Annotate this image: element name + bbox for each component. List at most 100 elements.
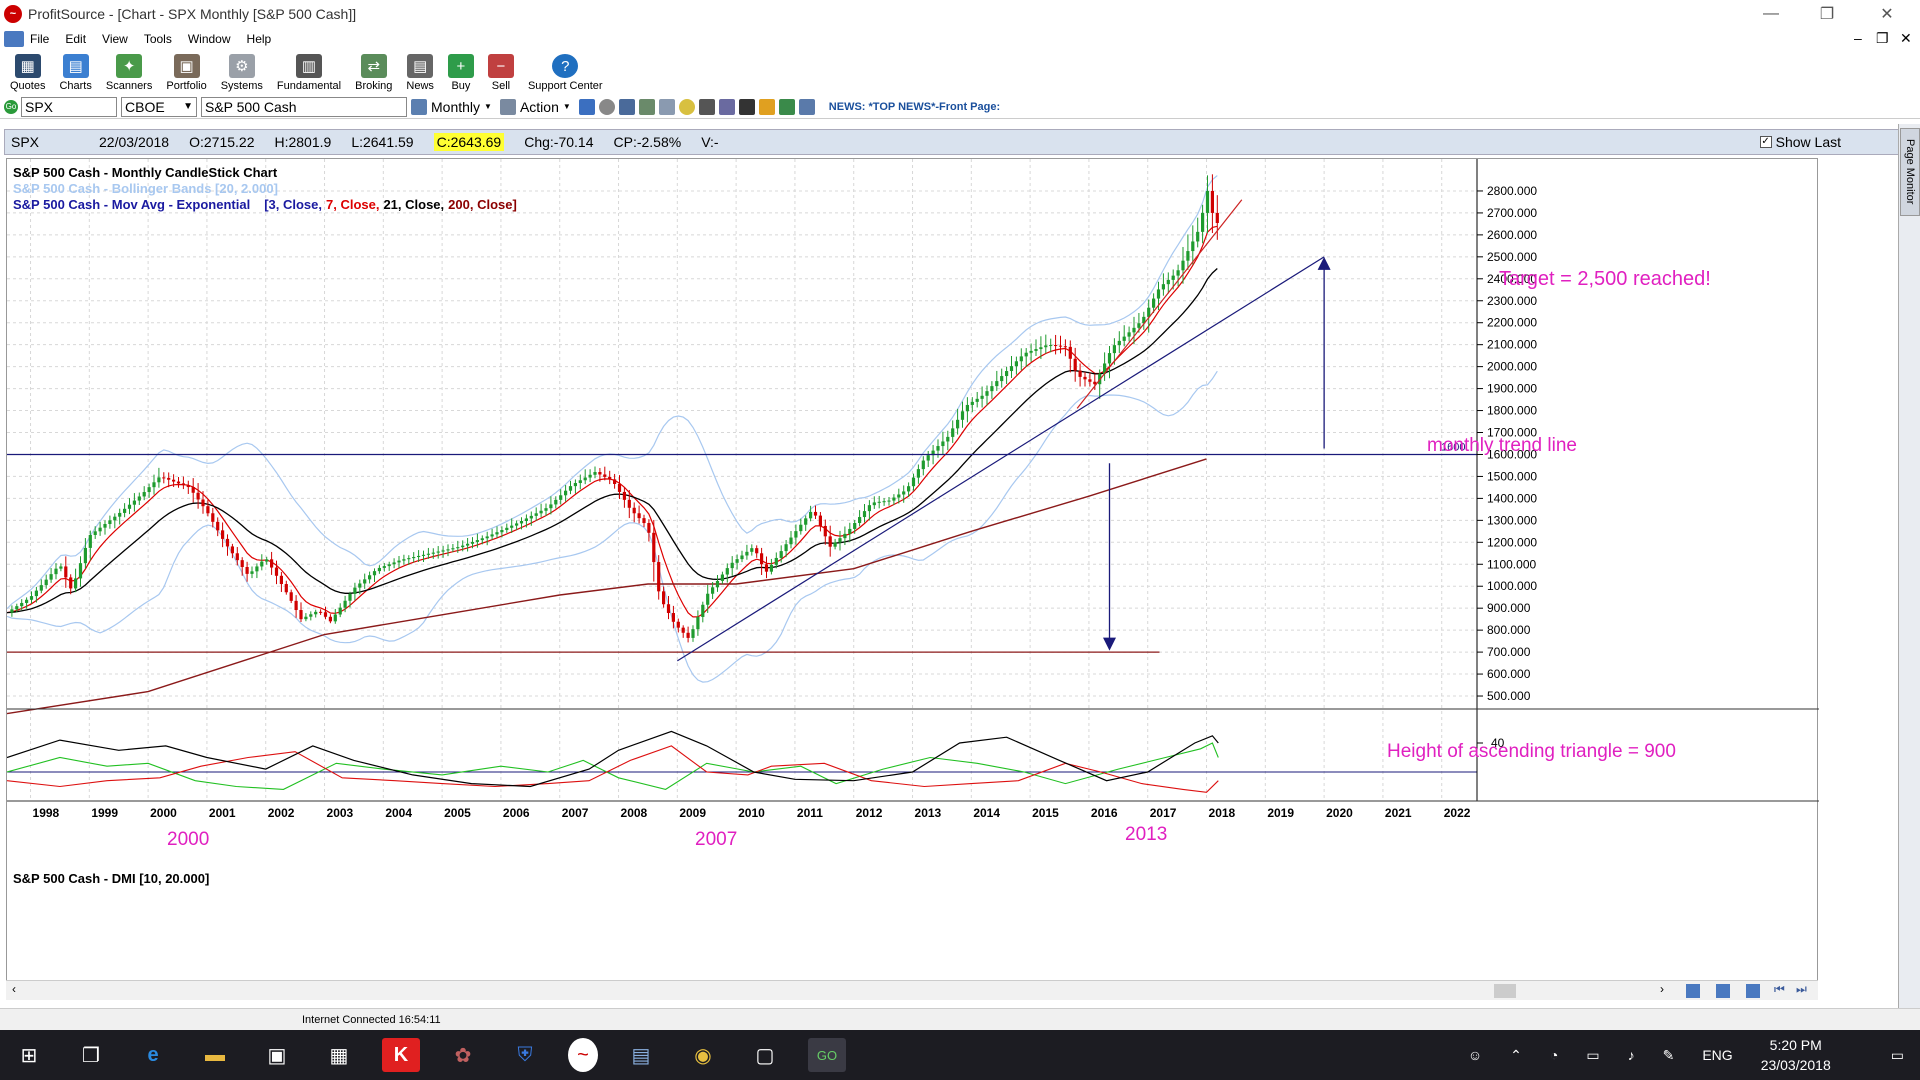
news-ticker[interactable]: NEWS: *TOP NEWS*-Front Page:: [828, 100, 1001, 113]
charts-button[interactable]: ▤ Charts: [59, 54, 92, 94]
store-icon[interactable]: ▣: [267, 1044, 287, 1067]
support-center-button[interactable]: ? Support Center: [528, 54, 603, 94]
price-panel: 1600: [6, 174, 1477, 715]
sell-button[interactable]: − Sell: [487, 54, 514, 94]
buy-button[interactable]: + Buy: [447, 54, 474, 94]
candlestick-chart[interactable]: 40 1600 500.000 600.000 700.000 800.000 900.…: [6, 159, 1819, 981]
candle-body: [426, 553, 430, 555]
y-tick-label: 1900.000: [1487, 382, 1537, 396]
systems-button[interactable]: ⚙ Systems: [221, 54, 263, 94]
shield-icon[interactable]: ⛨: [517, 1043, 533, 1066]
news-button[interactable]: ▤ News: [406, 54, 434, 94]
go-app-icon[interactable]: GO: [808, 1038, 846, 1072]
menu-help[interactable]: Help: [246, 32, 272, 46]
go-icon[interactable]: Go: [4, 99, 18, 114]
menu-view[interactable]: View: [102, 32, 128, 46]
zoom-in-icon[interactable]: [1686, 984, 1700, 998]
template-icon[interactable]: [658, 98, 675, 115]
draw-icon[interactable]: [638, 98, 655, 115]
battery-icon[interactable]: ▭: [1586, 1046, 1600, 1063]
chart-type-icon[interactable]: [718, 98, 735, 115]
first-page-icon[interactable]: ⏮: [1774, 982, 1785, 996]
fit-icon[interactable]: [1746, 984, 1760, 998]
task-view-icon[interactable]: ❐: [82, 1044, 100, 1067]
action-menu[interactable]: Action ▼: [499, 98, 571, 115]
scroll-thumb[interactable]: [1494, 984, 1516, 998]
volume-icon[interactable]: ♪: [1627, 1047, 1635, 1063]
mdi-restore-icon[interactable]: ❐: [1876, 30, 1889, 46]
mdi-minimize-icon[interactable]: –: [1854, 30, 1862, 46]
scanners-button[interactable]: ✦ Scanners: [106, 54, 152, 94]
edge-browser-icon[interactable]: e: [147, 1043, 159, 1066]
x-tick-label: 1998: [33, 806, 60, 820]
scroll-right-icon[interactable]: ›: [1660, 982, 1664, 996]
profitsource-icon[interactable]: ~: [568, 1038, 598, 1072]
scroll-left-icon[interactable]: ‹: [12, 982, 16, 996]
star-icon[interactable]: [758, 98, 775, 115]
candle-body: [921, 460, 925, 470]
mdi-close-icon[interactable]: ✕: [1900, 30, 1912, 46]
pen-icon[interactable]: ✎: [1662, 1046, 1675, 1063]
start-icon[interactable]: ⊞: [20, 1044, 38, 1067]
calculator-icon[interactable]: ▦: [329, 1044, 349, 1067]
menu-bar: File Edit View Tools Window Help – ❐ ✕: [0, 28, 1920, 50]
candle-body: [181, 483, 185, 486]
notifications-icon[interactable]: ▭: [1890, 1046, 1904, 1063]
close-icon[interactable]: ✕: [1880, 6, 1894, 23]
exchange-select[interactable]: CBOE ▼: [121, 96, 197, 117]
language-indicator[interactable]: ENG: [1702, 1047, 1733, 1063]
zoom-out-icon[interactable]: [1716, 984, 1730, 998]
settings-icon[interactable]: [598, 98, 615, 115]
people-icon[interactable]: ☺: [1467, 1047, 1483, 1063]
candle-body: [382, 566, 386, 568]
candle-body: [10, 609, 14, 613]
symbol-input[interactable]: SPX: [21, 96, 117, 117]
print-icon[interactable]: [618, 98, 635, 115]
minimize-icon[interactable]: —: [1763, 5, 1779, 22]
menu-tools[interactable]: Tools: [143, 32, 172, 46]
candle-body: [1005, 371, 1009, 377]
camera-icon[interactable]: ▢: [755, 1044, 775, 1067]
restore-icon[interactable]: ❐: [1819, 6, 1835, 23]
kaspersky-icon[interactable]: K: [382, 1038, 420, 1072]
network-icon[interactable]: ◔: [1549, 1047, 1559, 1063]
remote-desktop-icon[interactable]: ▤: [631, 1044, 651, 1067]
show-last-toggle[interactable]: ✓ Show Last: [1759, 134, 1841, 150]
info-close: C:2643.69: [433, 133, 505, 151]
x-tick-label: 2013: [915, 806, 942, 820]
legend-mavg-param: 7, Close,: [326, 197, 379, 212]
candle-body: [1210, 190, 1214, 213]
candle-body: [789, 537, 793, 545]
menu-file[interactable]: File: [30, 32, 50, 46]
news-icon: ▤: [407, 54, 434, 78]
link-icon[interactable]: [738, 98, 755, 115]
clock[interactable]: 5:20 PM 23/03/2018: [1760, 1037, 1831, 1073]
save-icon[interactable]: [578, 98, 595, 115]
menu-window[interactable]: Window: [187, 32, 231, 46]
period-select[interactable]: Monthly ▼: [411, 98, 492, 115]
indicator-icon[interactable]: [798, 98, 815, 115]
app-icon[interactable]: ✿: [454, 1044, 472, 1067]
chart-area[interactable]: 40 1600 500.000 600.000 700.000 800.000 900.…: [6, 158, 1819, 1000]
portfolio-button[interactable]: ▣ Portfolio: [166, 54, 207, 94]
checkbox-checked-icon[interactable]: ✓: [1759, 136, 1772, 148]
broking-button[interactable]: ⇄ Broking: [355, 54, 392, 94]
candle-body: [88, 534, 92, 548]
bulb-icon[interactable]: [678, 98, 695, 115]
status-bar: Internet Connected 16:54:11: [0, 1008, 1920, 1030]
last-page-icon[interactable]: ⏭: [1796, 982, 1807, 996]
candle-body: [960, 411, 965, 420]
tools-icon[interactable]: [698, 98, 715, 115]
candle-body: [911, 477, 916, 487]
menu-edit[interactable]: Edit: [65, 32, 87, 46]
page-monitor-tab[interactable]: Page Monitor: [1900, 128, 1920, 216]
chart-scrollbar[interactable]: ‹ › ⏮ ⏭: [6, 980, 1818, 1000]
quotes-button[interactable]: ▦ Quotes: [10, 54, 45, 94]
fundamental-button[interactable]: ▥ Fundamental: [277, 54, 341, 94]
chrome-icon[interactable]: ◉: [694, 1044, 712, 1067]
chevron-up-icon[interactable]: ⌃: [1510, 1046, 1522, 1063]
info-high: H:2801.9: [274, 134, 332, 150]
candle-body: [671, 613, 675, 622]
file-explorer-icon[interactable]: ▬: [205, 1043, 225, 1066]
compare-icon[interactable]: [778, 98, 795, 115]
